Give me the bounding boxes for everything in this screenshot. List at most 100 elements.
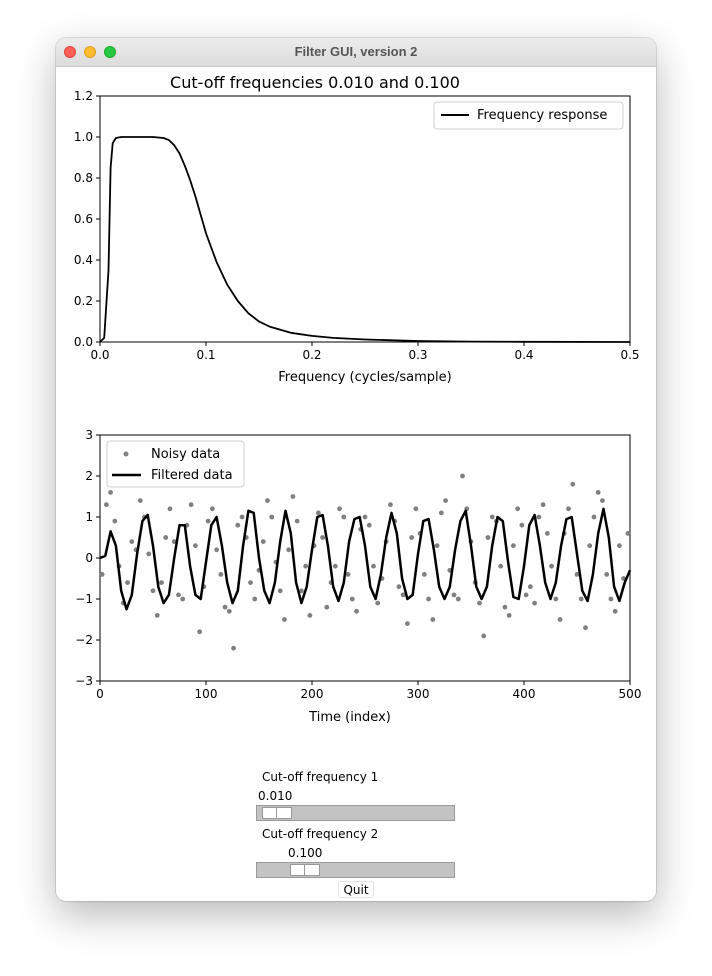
noisy-data-point — [604, 572, 610, 577]
time-ytick-label: −1 — [75, 592, 93, 606]
noisy-data-point — [332, 563, 338, 569]
noisy-data-point — [566, 506, 571, 512]
frequency-ytick-label: 0.0 — [74, 335, 93, 349]
close-window-button[interactable] — [64, 46, 76, 58]
noisy-data-point — [455, 596, 461, 602]
frequency-ytick-label: 0.8 — [74, 171, 93, 185]
noisy-data-point — [443, 498, 448, 503]
noisy-data-point — [269, 514, 275, 520]
cutoff-frequency-2-slider[interactable] — [256, 862, 455, 878]
noisy-data-point — [527, 584, 533, 590]
time-xtick-label: 0 — [96, 687, 104, 701]
time-legend-point-swatch — [123, 451, 129, 457]
noisy-data-point — [180, 596, 186, 602]
noisy-data-point — [519, 522, 525, 528]
frequency-ytick-label: 1.0 — [74, 130, 93, 144]
noisy-data-point — [154, 613, 160, 618]
noisy-data-point — [375, 600, 381, 606]
noisy-data-point — [612, 608, 618, 614]
noisy-data-point — [260, 539, 266, 544]
quit-button[interactable]: Quit — [338, 881, 374, 898]
frequency-plot-frame — [99, 95, 631, 343]
noisy-data-point — [209, 506, 215, 512]
slider1-handle[interactable] — [262, 807, 292, 819]
frequency-response-line — [99, 136, 631, 343]
noisy-data-point — [540, 502, 546, 508]
slider2-handle[interactable] — [290, 864, 320, 876]
noisy-data-point — [625, 531, 631, 536]
noisy-data-point — [511, 543, 516, 549]
noisy-data-point — [570, 481, 576, 487]
cutoff-frequency-1-slider[interactable] — [256, 805, 455, 821]
noisy-data-point — [239, 514, 245, 520]
noisy-data-point — [235, 522, 241, 528]
noisy-data-point — [578, 596, 584, 602]
minimize-window-button[interactable] — [84, 46, 96, 58]
noisy-data-point — [405, 621, 410, 626]
noisy-data-point — [167, 506, 173, 512]
time-plot-ticks: 0 100 200 300 400 500 −3 −2 −1 0 1 2 3 — [75, 428, 641, 701]
noisy-data-point — [430, 617, 436, 622]
noisy-data-point — [413, 506, 419, 512]
noisy-data-point — [477, 600, 482, 606]
frequency-xtick-label: 0.2 — [302, 348, 321, 362]
noisy-data-point — [498, 563, 504, 569]
noisy-data-point — [515, 506, 521, 512]
frequency-plot-ticks: 0.0 0.1 0.2 0.3 0.4 0.5 0.0 0.2 0.4 0.6 0.8 1.0 1.2 — [74, 89, 640, 362]
plot-canvas: Cut-off frequencies 0.010 and 0.100 0.0 0… — [74, 73, 642, 725]
window-title: Filter GUI, version 2 — [294, 44, 418, 59]
noisy-data-point — [99, 572, 105, 577]
noisy-data-point — [150, 588, 156, 594]
noisy-data-point — [549, 563, 554, 569]
noisy-data-point — [205, 518, 211, 524]
zoom-window-button[interactable] — [104, 46, 116, 58]
noisy-data-point — [366, 522, 372, 528]
noisy-data-point — [617, 543, 622, 549]
noisy-data-point — [231, 645, 236, 651]
time-xtick-label: 100 — [195, 687, 218, 701]
noisy-data-point — [400, 592, 406, 598]
noisy-data-point — [523, 592, 529, 598]
time-plot-points — [99, 473, 631, 651]
time-ytick-label: −2 — [75, 633, 93, 647]
noisy-data-point — [595, 490, 601, 495]
noisy-data-point — [112, 518, 118, 524]
noisy-data-point — [532, 600, 537, 606]
noisy-data-point — [451, 592, 457, 598]
frequency-response-axes: Cut-off frequencies 0.010 and 0.100 0.0 0… — [74, 73, 640, 385]
noisy-data-point — [188, 502, 194, 508]
noisy-data-point — [324, 604, 330, 610]
time-legend-label-filtered: Filtered data — [151, 468, 233, 483]
frequency-plot-title: Cut-off frequencies 0.010 and 0.100 — [170, 73, 460, 92]
time-xtick-label: 200 — [301, 687, 324, 701]
time-ytick-label: 3 — [85, 428, 93, 442]
frequency-ytick-label: 0.6 — [74, 212, 93, 226]
time-xtick-label: 500 — [619, 687, 642, 701]
noisy-data-point — [226, 608, 232, 614]
noisy-data-point — [536, 514, 542, 520]
noisy-data-point — [222, 604, 228, 610]
time-ytick-label: −3 — [75, 674, 93, 688]
app-window: Filter GUI, version 2 Cut-off frequencie… — [56, 38, 656, 901]
noisy-data-point — [557, 617, 563, 622]
noisy-data-point — [409, 535, 415, 540]
noisy-data-point — [248, 580, 253, 585]
slider1-grip — [276, 808, 277, 818]
frequency-xtick-label: 0.4 — [514, 348, 533, 362]
noisy-data-point — [193, 543, 198, 549]
frequency-xtick-label: 0.1 — [196, 348, 215, 362]
noisy-data-point — [277, 588, 283, 594]
noisy-data-point — [337, 506, 342, 512]
slider2-grip — [304, 865, 305, 875]
time-plot-xlabel: Time (index) — [308, 710, 391, 725]
noisy-data-point — [396, 584, 402, 590]
noisy-data-point — [137, 498, 143, 503]
noisy-data-point — [176, 592, 181, 598]
slider1-value: 0.010 — [258, 789, 293, 803]
noisy-data-point — [345, 572, 351, 577]
title-bar[interactable]: Filter GUI, version 2 — [56, 38, 656, 67]
noisy-data-point — [125, 580, 130, 585]
noisy-data-point — [307, 613, 313, 618]
noisy-data-point — [252, 596, 258, 602]
